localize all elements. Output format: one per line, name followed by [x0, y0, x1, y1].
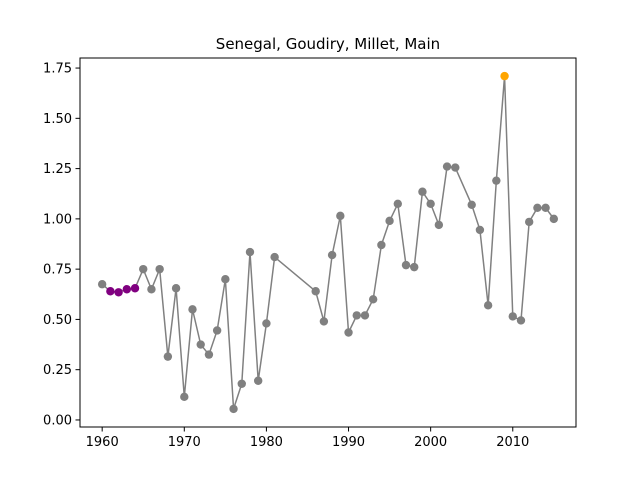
data-point	[270, 252, 279, 262]
data-point	[467, 200, 476, 209]
data-point-early	[122, 285, 132, 294]
data-point	[163, 352, 173, 361]
data-point-early	[106, 287, 115, 296]
x-tick-label: 1980	[250, 435, 283, 450]
data-point	[410, 262, 419, 272]
data-point	[139, 264, 148, 274]
data-point	[212, 326, 222, 335]
data-point	[147, 285, 156, 294]
data-point	[204, 350, 214, 359]
y-tick-label: 1.00	[43, 212, 72, 227]
axes-layer: 1960 1970 1980 1990 2000 2010 0.00 0.25 0.50 0.75…	[43, 57, 577, 450]
data-point	[254, 376, 263, 385]
y-tick-label: 1.50	[43, 112, 72, 127]
data-point	[368, 295, 378, 304]
data-point	[524, 217, 534, 227]
data-point	[327, 250, 337, 260]
data-point	[196, 340, 205, 349]
data-point	[393, 199, 402, 208]
data-point	[97, 280, 107, 289]
y-tick-label: 0.75	[43, 263, 72, 278]
y-tick-label: 0.25	[43, 363, 72, 378]
data-point	[508, 312, 517, 321]
data-point	[237, 379, 246, 388]
data-point	[475, 225, 485, 235]
x-tick-label: 2000	[414, 435, 447, 450]
data-point	[426, 199, 435, 208]
data-point	[344, 328, 353, 337]
y-tick-label: 0.50	[43, 313, 72, 328]
data-point	[377, 240, 386, 250]
data-point	[516, 316, 526, 325]
y-tick-label: 1.25	[43, 162, 72, 177]
x-tick-label: 1960	[86, 435, 119, 450]
data-point	[401, 260, 411, 270]
data-point	[155, 264, 164, 274]
data-point	[188, 305, 197, 314]
x-tick-label: 2010	[496, 435, 529, 450]
data-point	[385, 216, 394, 226]
data-point	[311, 287, 320, 296]
data-point	[245, 247, 255, 257]
data-point	[434, 220, 444, 230]
data-point	[549, 214, 559, 224]
data-point	[352, 311, 361, 320]
data-point	[483, 301, 493, 310]
y-tick-label: 0.00	[43, 413, 72, 428]
data-point	[418, 187, 427, 196]
data-point	[533, 203, 542, 213]
data-point	[229, 404, 238, 414]
data-point-early	[114, 288, 123, 297]
data-point	[336, 211, 345, 221]
data-point-peak	[500, 71, 509, 81]
data-point	[442, 162, 452, 171]
chart-title: Senegal, Goudiry, Millet, Main	[216, 35, 440, 53]
data-point-early	[130, 284, 140, 293]
data-point	[541, 203, 550, 213]
y-tick-label: 1.75	[43, 62, 72, 77]
plot-frame	[79, 57, 577, 428]
series-layer	[97, 71, 559, 414]
data-point	[262, 319, 271, 328]
x-tick-label: 1970	[168, 435, 201, 450]
data-point	[221, 275, 230, 284]
data-point	[451, 163, 460, 172]
data-point	[319, 317, 329, 326]
data-point	[360, 311, 370, 320]
data-point	[171, 284, 181, 293]
x-tick-label: 1990	[332, 435, 365, 450]
data-point	[492, 176, 501, 185]
data-point	[180, 392, 189, 402]
